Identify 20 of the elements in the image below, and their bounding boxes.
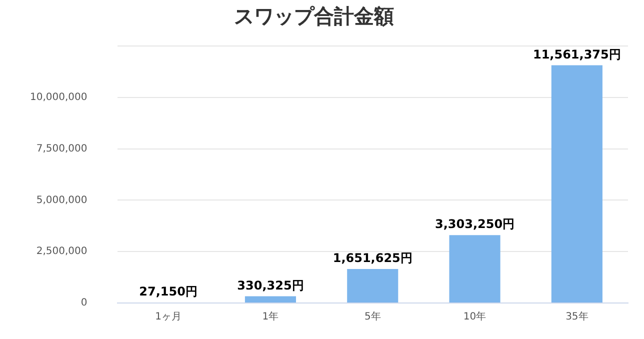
- data-label: 11,561,375円: [532, 47, 621, 62]
- x-tick-label: 35年: [566, 310, 588, 323]
- y-tick-label: 0: [80, 298, 88, 309]
- data-label: 27,150円: [139, 284, 198, 299]
- data-label: 3,303,250円: [434, 217, 515, 232]
- x-tick-label: 1ヶ月: [155, 312, 182, 323]
- chart-title: スワップ合計金額: [234, 4, 394, 28]
- bar: [551, 65, 602, 302]
- bar: [347, 269, 398, 302]
- bar: [449, 235, 500, 302]
- bar: [244, 296, 296, 302]
- y-tick-label: 5,000,000: [36, 194, 88, 206]
- x-tick-label: 10年: [463, 310, 486, 323]
- data-label: 330,325円: [237, 278, 304, 292]
- y-tick-label: 7,500,000: [36, 143, 88, 154]
- x-tick-label: 1年: [262, 310, 279, 323]
- data-label: 1,651,625円: [332, 251, 412, 266]
- y-tick-label: 2,500,000: [36, 246, 88, 258]
- y-tick-label: 10,000,000: [30, 92, 88, 103]
- x-tick-label: 5年: [364, 310, 381, 323]
